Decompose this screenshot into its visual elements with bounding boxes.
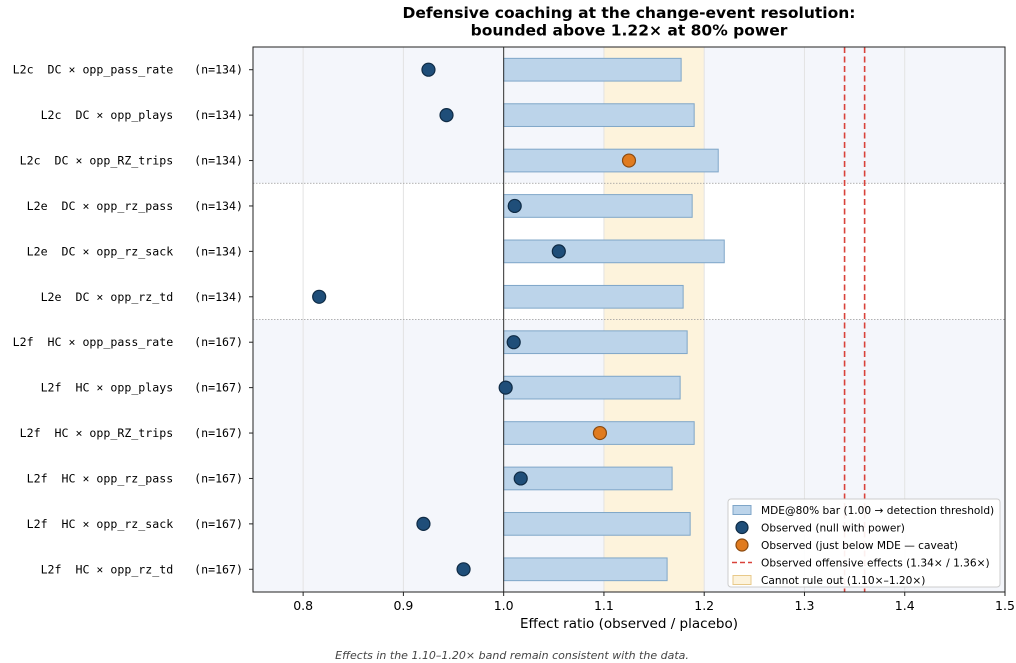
mde-bar	[503, 512, 691, 536]
x-tick-label: 1.1	[594, 598, 614, 613]
mde-bar	[503, 103, 695, 127]
row-label: L2f HC × opp_rz_pass (n=167)	[27, 471, 243, 485]
observed-point	[506, 335, 521, 350]
observed-point	[498, 380, 513, 395]
row-label: L2f HC × opp_plays (n=167)	[41, 381, 243, 395]
mde-bar	[503, 330, 688, 355]
observed-point	[551, 244, 566, 259]
x-tick-label: 1.2	[694, 598, 714, 613]
caption: Effects in the 1.10–1.20× band remain co…	[335, 649, 689, 662]
mde-bar	[503, 466, 673, 491]
observed-point	[439, 108, 454, 123]
observed-points	[312, 62, 637, 577]
chart-title-line: bounded above 1.22× at 80% power	[471, 22, 788, 40]
mde-bar	[503, 557, 668, 582]
legend: MDE@80% bar (1.00 → detection threshold)…	[727, 498, 1001, 588]
x-axis-ticks: 0.8 0.9 1.0 1.1 1.2 1.3 1.4 1.5	[293, 592, 1015, 613]
x-tick-label: 1.4	[895, 598, 915, 613]
observed-point	[416, 516, 431, 531]
mde-bar	[503, 375, 681, 400]
observed-point	[456, 562, 471, 577]
row-label: L2c DC × opp_plays (n=134)	[41, 108, 243, 122]
legend-label: Observed offensive effects (1.34× / 1.36…	[761, 558, 990, 570]
legend-label: Observed (just below MDE — caveat)	[761, 540, 958, 552]
x-tick-label: 0.9	[393, 598, 413, 613]
mde-bar	[503, 194, 693, 218]
mde-bar	[503, 57, 682, 82]
cannot-rule-out-band	[603, 47, 705, 592]
row-label: L2e DC × opp_rz_pass (n=134)	[27, 199, 243, 213]
mde-bar	[503, 239, 725, 264]
grid-lines	[253, 47, 1006, 592]
mde-bar	[503, 148, 719, 173]
chart-title-line: Defensive coaching at the change-event r…	[403, 4, 856, 22]
row-label: L2c DC × opp_pass_rate (n=134)	[13, 63, 243, 77]
row-label: L2e DC × opp_rz_sack (n=134)	[27, 244, 243, 258]
plot-border	[252, 46, 1006, 593]
plot-frame	[252, 46, 1006, 593]
row-label: L2f HC × opp_RZ_trips (n=167)	[20, 426, 243, 440]
x-tick-label: 0.8	[293, 598, 313, 613]
observed-point	[312, 289, 327, 304]
legend-label: MDE@80% bar (1.00 → detection threshold)	[761, 505, 994, 517]
observed-point	[592, 425, 608, 441]
legend-caveat-marker	[735, 538, 749, 552]
x-tick-label: 1.0	[494, 598, 514, 613]
legend-label: Observed (null with power)	[761, 523, 905, 535]
row-labels: L2c DC × opp_pass_rate (n=134) L2c DC × o…	[13, 63, 253, 576]
row-label: L2c DC × opp_RZ_trips (n=134)	[20, 154, 243, 168]
chart-title: Defensive coaching at the change-event r…	[403, 4, 856, 40]
legend-null-marker	[735, 520, 749, 535]
observed-point	[507, 198, 522, 214]
mde-bar	[503, 284, 684, 309]
x-tick-label: 1.5	[995, 598, 1015, 613]
legend-box	[727, 498, 1001, 588]
observed-point	[621, 153, 637, 168]
x-tick-label: 1.3	[795, 598, 815, 613]
row-label: L2e DC × opp_rz_td (n=134)	[41, 290, 243, 304]
observed-point	[513, 471, 528, 486]
legend-band-swatch	[732, 575, 752, 585]
legend-label: Cannot rule out (1.10×–1.20×)	[761, 575, 925, 587]
row-label: L2f HC × opp_rz_td (n=167)	[41, 562, 243, 576]
row-label: L2f HC × opp_rz_sack (n=167)	[27, 517, 243, 531]
x-axis-label: Effect ratio (observed / placebo)	[520, 616, 738, 632]
observed-point	[421, 62, 436, 77]
row-label: L2f HC × opp_pass_rate (n=167)	[13, 335, 243, 349]
legend-bar-swatch	[732, 505, 752, 515]
